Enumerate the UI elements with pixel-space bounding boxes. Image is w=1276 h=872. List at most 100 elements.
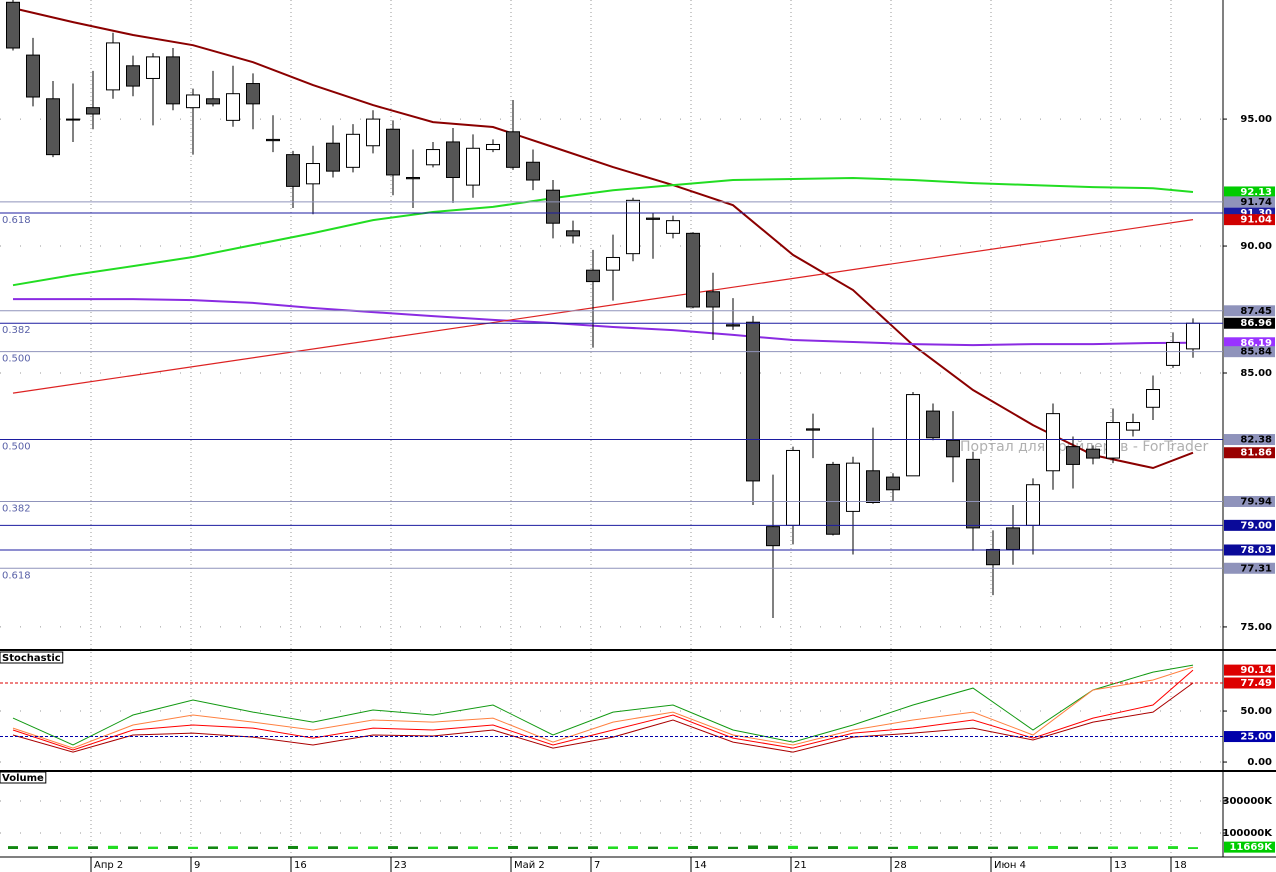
volume-bar bbox=[528, 846, 538, 849]
volume-bar bbox=[748, 845, 758, 849]
volume-bar bbox=[508, 845, 518, 849]
volume-bar bbox=[308, 846, 318, 849]
plot-area bbox=[0, 772, 1223, 857]
series-line bbox=[12, 664, 1194, 746]
fib-label: 0.382 bbox=[2, 503, 31, 514]
level-label: 86.19 bbox=[1240, 338, 1272, 349]
level-label-box bbox=[1224, 841, 1275, 853]
candle-body bbox=[206, 98, 220, 105]
volume-bar bbox=[1048, 845, 1058, 849]
x-tick-label: Апр 2 bbox=[94, 860, 123, 871]
level-label-box bbox=[1224, 317, 1275, 329]
y-tick-label: 90.00 bbox=[1240, 241, 1272, 252]
candle-body bbox=[746, 321, 760, 482]
volume-bar bbox=[688, 845, 698, 849]
volume-bar bbox=[428, 846, 438, 849]
candle-body bbox=[46, 98, 60, 156]
volume-bar bbox=[188, 846, 198, 849]
volume-bar bbox=[268, 846, 278, 849]
level-label: 91.30 bbox=[1240, 208, 1272, 219]
level-label: 78.03 bbox=[1240, 545, 1272, 556]
level-label: 86.96 bbox=[1240, 318, 1272, 329]
candle-body bbox=[846, 462, 860, 512]
candle-body bbox=[226, 93, 240, 121]
fib-label: 0.500 bbox=[2, 442, 31, 453]
candle-body bbox=[6, 1, 20, 49]
candle-body bbox=[686, 232, 700, 308]
level-label-box bbox=[1224, 337, 1275, 349]
volume-bar bbox=[228, 846, 238, 849]
level-label-box bbox=[1224, 519, 1275, 531]
volume-bar bbox=[48, 845, 58, 849]
level-label-box bbox=[1224, 447, 1275, 459]
y-tick-label: 85.00 bbox=[1240, 368, 1272, 379]
volume-bar bbox=[1188, 847, 1198, 849]
fib-label: 0.500 bbox=[2, 354, 31, 365]
x-tick-label: 16 bbox=[294, 860, 307, 871]
volume-bar bbox=[708, 846, 718, 849]
volume-bar bbox=[348, 846, 358, 849]
volume-bar bbox=[288, 845, 298, 849]
fib-label: 0.618 bbox=[2, 215, 31, 226]
x-tick-label: 9 bbox=[194, 860, 200, 871]
level-label: 91.04 bbox=[1240, 215, 1272, 226]
candle-body bbox=[86, 107, 100, 115]
volume-bar bbox=[948, 846, 958, 849]
candle-body bbox=[526, 161, 540, 181]
level-label-box bbox=[1224, 346, 1275, 358]
volume-bar bbox=[648, 846, 658, 849]
panel-title: Stochastic bbox=[2, 653, 61, 664]
volume-bar bbox=[728, 846, 738, 849]
volume-bar bbox=[928, 846, 938, 849]
candle-body bbox=[1106, 422, 1120, 459]
candle-body bbox=[906, 394, 920, 477]
volume-bar bbox=[488, 846, 498, 849]
level-label-box bbox=[1224, 664, 1275, 676]
fib-label: 0.382 bbox=[2, 325, 31, 336]
level-label: 25.00 bbox=[1240, 732, 1272, 743]
candle-body bbox=[1006, 527, 1020, 550]
volume-bar bbox=[908, 845, 918, 849]
series-line bbox=[12, 682, 1194, 753]
series-line bbox=[12, 669, 1194, 751]
volume-bar bbox=[1028, 846, 1038, 849]
x-tick-label: 18 bbox=[1174, 860, 1187, 871]
level-label-box bbox=[1224, 677, 1275, 689]
candle-body bbox=[826, 463, 840, 535]
candle-body bbox=[866, 470, 880, 504]
volume-bar bbox=[988, 846, 998, 849]
plot-area: Портал для трейдеров - ForTrader 0.618 0.3… bbox=[0, 0, 1223, 649]
candle-body bbox=[1166, 342, 1180, 366]
volume-bar bbox=[408, 846, 418, 849]
level-label: 77.49 bbox=[1240, 678, 1272, 689]
y-tick-label: 100000K bbox=[1223, 828, 1274, 839]
volume-bar bbox=[548, 846, 558, 849]
volume-bar bbox=[368, 846, 378, 849]
volume-bar bbox=[28, 846, 38, 849]
candle-body bbox=[726, 324, 740, 327]
y-tick-label: 50.00 bbox=[1240, 706, 1272, 717]
panel-title-box bbox=[0, 651, 64, 664]
candle-body bbox=[446, 141, 460, 178]
fib-label: 0.618 bbox=[2, 570, 31, 581]
level-label: 90.14 bbox=[1240, 665, 1272, 676]
candle-body bbox=[246, 83, 260, 105]
x-tick-label: 13 bbox=[1114, 860, 1127, 871]
level-label-box bbox=[1224, 731, 1275, 743]
x-tick-label: 7 bbox=[594, 860, 600, 871]
volume-bar bbox=[848, 846, 858, 849]
level-label: 81.86 bbox=[1240, 448, 1272, 459]
panel-title-box bbox=[0, 771, 47, 784]
level-label-box bbox=[1224, 305, 1275, 317]
level-label: 79.94 bbox=[1240, 496, 1272, 507]
candle-body bbox=[786, 449, 800, 526]
volume-bar bbox=[968, 846, 978, 849]
volume-bar bbox=[888, 846, 898, 849]
level-label-box bbox=[1224, 196, 1275, 208]
y-tick-label: 95.00 bbox=[1240, 114, 1272, 125]
volume-bar bbox=[248, 846, 258, 849]
candle-body bbox=[646, 217, 660, 220]
level-label: 85.84 bbox=[1240, 347, 1272, 358]
candle-body bbox=[146, 56, 160, 79]
candle-body bbox=[166, 56, 180, 105]
